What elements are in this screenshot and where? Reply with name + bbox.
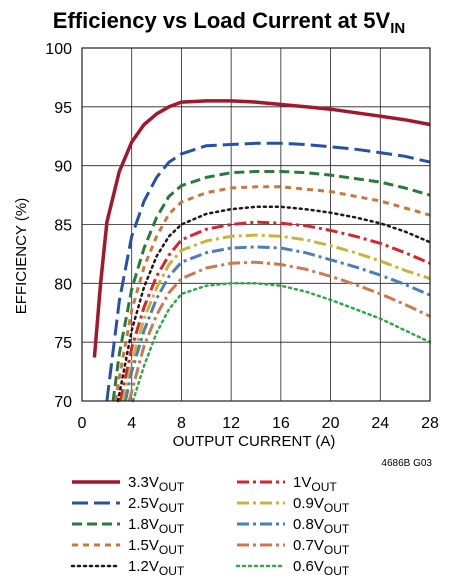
series-line xyxy=(119,220,431,402)
x-tick-label: 24 xyxy=(371,415,389,432)
legend-label: 3.3VOUT xyxy=(128,474,185,494)
series-line xyxy=(105,141,431,402)
y-tick-labels: 70 75 80 85 90 95 100 xyxy=(45,41,72,411)
figure-code: 4686B G03 xyxy=(381,458,432,469)
legend-label: 0.6VOUT xyxy=(293,558,350,578)
x-tick-label: 28 xyxy=(421,415,439,432)
y-tick-label: 90 xyxy=(54,159,72,176)
legend-label: 0.8VOUT xyxy=(293,516,350,536)
series-line xyxy=(114,185,431,402)
legend-label: 0.7VOUT xyxy=(293,537,350,557)
series-line xyxy=(92,99,431,358)
plot-frame xyxy=(81,47,431,402)
x-tick-label: 16 xyxy=(272,415,290,432)
series-layer xyxy=(92,99,432,403)
legend-label: 1.5VOUT xyxy=(128,537,185,557)
legend-label: 2.5VOUT xyxy=(128,495,185,515)
chart-title-subscript: IN xyxy=(390,20,405,37)
series-line xyxy=(124,245,431,402)
legend-label: 0.9VOUT xyxy=(293,495,350,515)
legend-label: 1.8VOUT xyxy=(128,516,185,536)
series-line xyxy=(116,205,432,403)
y-tick-label: 95 xyxy=(54,100,72,117)
y-tick-label: 80 xyxy=(54,276,72,293)
x-tick-label: 4 xyxy=(127,415,136,432)
series-line xyxy=(121,233,431,402)
x-tick-label: 0 xyxy=(78,415,87,432)
chart-title: Efficiency vs Load Current at 5VIN xyxy=(53,8,405,37)
x-tick-label: 8 xyxy=(177,415,186,432)
x-tick-label: 12 xyxy=(222,415,240,432)
legend-label: 1.2VOUT xyxy=(128,558,185,578)
y-tick-label: 75 xyxy=(54,335,72,352)
y-tick-label: 70 xyxy=(54,394,72,411)
y-tick-label: 85 xyxy=(54,218,72,235)
x-axis-label: OUTPUT CURRENT (A) xyxy=(173,433,336,450)
legend-label: 1VOUT xyxy=(293,474,337,494)
y-tick-label: 100 xyxy=(45,41,72,58)
series-line xyxy=(111,170,431,402)
chart-title-main: Efficiency vs Load Current at 5V xyxy=(53,8,391,33)
series-line xyxy=(127,260,431,402)
x-tick-labels: 0 4 8 12 16 20 24 28 xyxy=(78,415,439,432)
x-tick-label: 20 xyxy=(322,415,340,432)
y-axis-label: EFFICIENCY (%) xyxy=(13,198,30,314)
series-line xyxy=(131,282,432,403)
